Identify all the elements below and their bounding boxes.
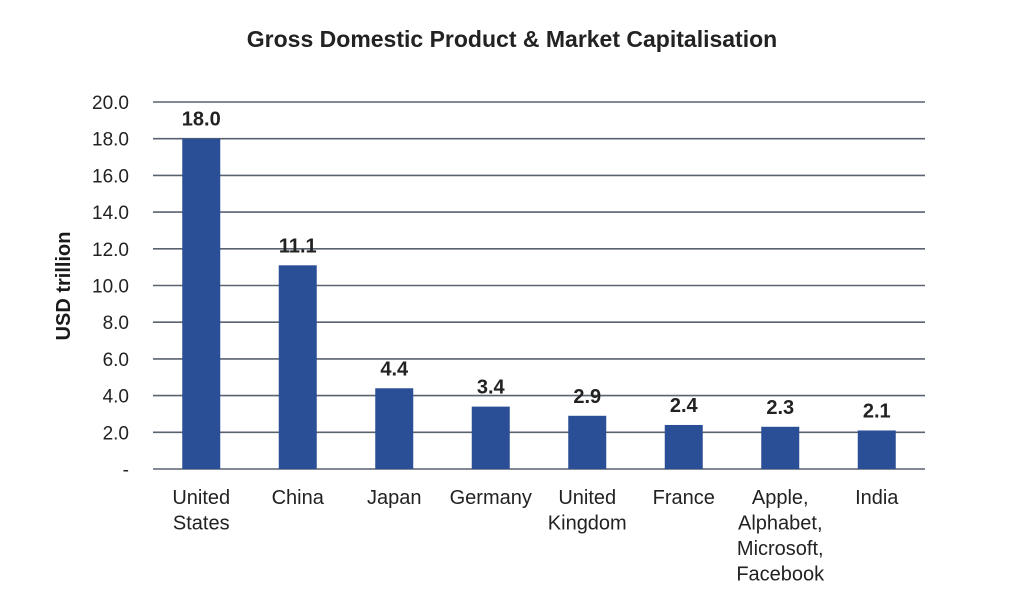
x-category-label-line: Microsoft,: [737, 538, 824, 560]
x-category-label: Germany: [450, 487, 532, 509]
y-tick-label: 6.0: [103, 350, 129, 371]
y-tick-label: 10.0: [92, 277, 129, 298]
x-category-label-line: Kingdom: [548, 513, 627, 535]
x-category-label-line: China: [272, 487, 325, 509]
y-tick-label: 14.0: [92, 203, 129, 224]
bar-value-label: 2.3: [766, 397, 794, 419]
x-category-label-line: Japan: [367, 487, 422, 509]
x-category-label-line: United: [172, 487, 230, 509]
bar: [664, 424, 703, 469]
y-tick-label: -: [123, 460, 129, 481]
y-axis-ticks: - 2.0 4.0 6.0 8.0 10.0 12.0 14.0 16.0 18.0 20.0: [92, 93, 129, 481]
x-category-label-line: France: [653, 487, 715, 509]
y-tick-label: 2.0: [103, 423, 129, 444]
y-tick-label: 12.0: [92, 240, 129, 261]
y-axis-label: USD trillion: [53, 232, 75, 341]
x-axis-category-labels: United States China Japan Germany United Kingd…: [172, 487, 899, 586]
y-tick-label: 4.0: [103, 387, 129, 408]
x-category-label-line: United: [558, 487, 616, 509]
bar: [278, 265, 317, 469]
x-category-label-line: India: [855, 487, 899, 509]
x-category-label: Japan: [367, 487, 422, 509]
x-category-label: Apple, Alphabet, Microsoft, Facebook: [736, 487, 825, 586]
x-category-label-line: States: [173, 513, 230, 535]
bar: [375, 388, 414, 469]
x-category-label-line: Facebook: [736, 564, 825, 586]
bar-value-label: 4.4: [380, 358, 409, 380]
value-labels: 18.0 11.1 4.4 3.4 2.9 2.4 2.3 2.1: [182, 109, 891, 423]
y-tick-label: 16.0: [92, 166, 129, 187]
bar-value-label: 11.1: [279, 235, 317, 257]
x-category-label: China: [272, 487, 325, 509]
bar-value-label: 2.1: [863, 400, 891, 422]
x-category-label-line: Alphabet,: [738, 513, 823, 535]
gridlines: [153, 101, 925, 470]
y-tick-label: 8.0: [103, 313, 129, 334]
x-category-label: India: [855, 487, 899, 509]
bar: [857, 430, 896, 469]
x-category-label: United States: [172, 487, 230, 535]
bars: [182, 138, 896, 469]
bar-value-label: 3.4: [477, 377, 506, 399]
x-category-label-line: Germany: [450, 487, 532, 509]
bar-value-label: 2.4: [670, 395, 699, 417]
y-tick-label: 18.0: [92, 130, 129, 151]
x-category-label-line: Apple,: [752, 487, 809, 509]
chart-title: Gross Domestic Product & Market Capitali…: [247, 26, 777, 52]
x-category-label: France: [653, 487, 715, 509]
bar: [568, 415, 607, 469]
bar: [471, 406, 510, 469]
bar-value-label: 2.9: [573, 386, 601, 408]
bar-value-label: 18.0: [182, 109, 221, 131]
bar: [182, 138, 221, 469]
y-tick-label: 20.0: [92, 93, 129, 114]
x-category-label: United Kingdom: [548, 487, 627, 535]
bar: [761, 426, 800, 469]
